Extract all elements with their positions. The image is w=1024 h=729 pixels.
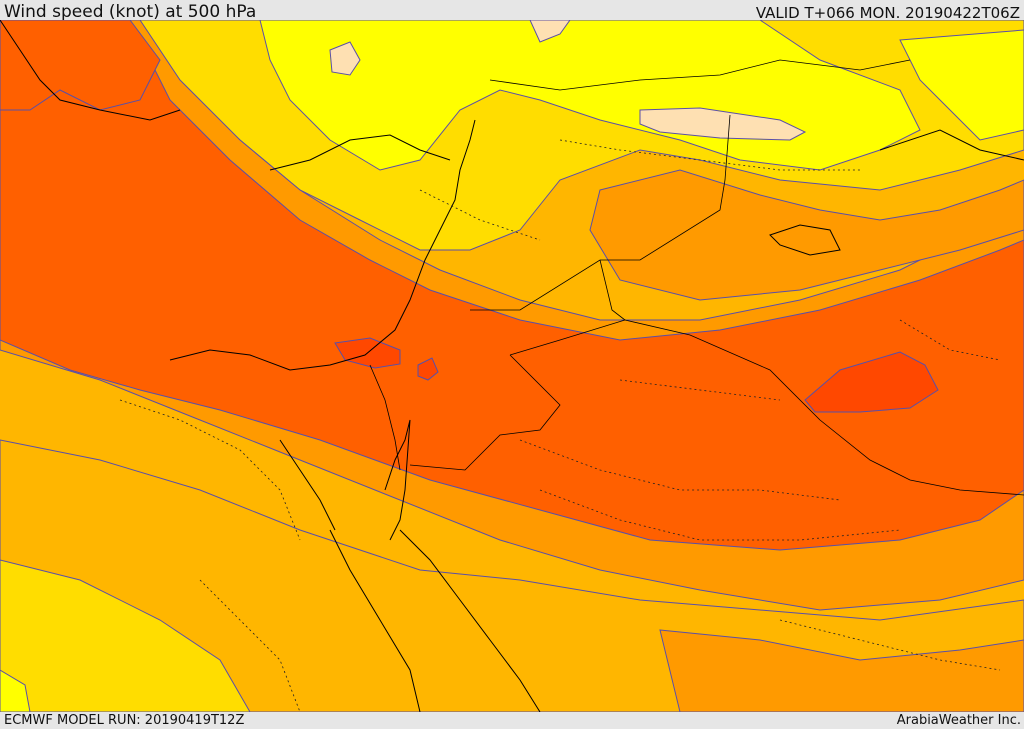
coastlines xyxy=(0,20,1024,712)
band-south-yellow xyxy=(0,559,251,712)
band-yellow-ne xyxy=(899,29,1024,141)
country-borders xyxy=(369,59,1024,496)
wind-max-iraq xyxy=(804,351,939,413)
band-nw-corner xyxy=(0,20,161,111)
credit: ArabiaWeather Inc. xyxy=(896,713,1021,728)
band-jet-core xyxy=(0,39,1024,551)
map-title: Wind speed (knot) at 500 hPa xyxy=(4,2,257,22)
map-canvas xyxy=(0,20,1024,712)
band-se-orange xyxy=(659,629,1024,712)
wind-speed-map xyxy=(0,20,1024,712)
band-orange-east xyxy=(589,169,1024,301)
wind-max-deadsea xyxy=(417,357,439,381)
band-pale-north xyxy=(639,107,807,141)
valid-time: VALID T+066 MON. 20190422T06Z xyxy=(755,4,1020,22)
band-pale-top xyxy=(529,20,571,43)
province-borders xyxy=(119,139,1001,712)
model-run: ECMWF MODEL RUN: 20190419T12Z xyxy=(4,713,245,728)
band-sw-bright xyxy=(0,669,31,712)
band-pale-small xyxy=(329,41,361,76)
